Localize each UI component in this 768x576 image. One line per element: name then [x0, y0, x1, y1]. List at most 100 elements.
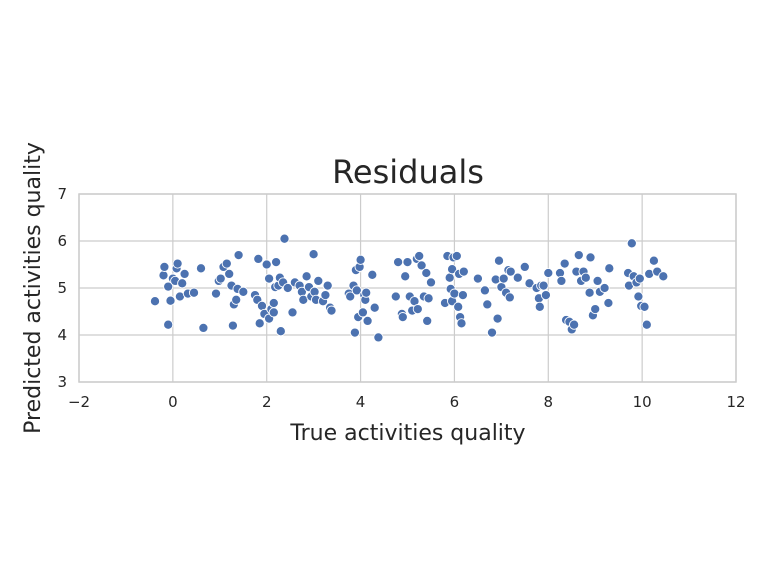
scatter-point — [351, 285, 362, 296]
scatter-point — [158, 270, 169, 281]
x-tick-label: 10 — [633, 393, 652, 411]
scatter-point — [584, 287, 595, 298]
scatter-point — [479, 285, 490, 296]
scatter-point — [282, 282, 293, 294]
scatter-point — [498, 273, 509, 284]
scatter-point — [271, 257, 282, 268]
chart-title: Residuals — [332, 153, 484, 191]
scatter-point — [233, 250, 244, 261]
scatter-point — [543, 267, 554, 279]
scatter-point — [599, 282, 610, 294]
scatter-point — [198, 322, 209, 333]
x-tick-label: 0 — [168, 393, 178, 411]
scatter-point — [634, 273, 645, 284]
x-tick-label: 8 — [544, 393, 554, 411]
scatter-point — [172, 258, 183, 269]
scatter-point — [349, 327, 360, 338]
scatter-point — [355, 254, 366, 265]
y-tick-label: 4 — [57, 326, 67, 344]
scatter-point — [322, 280, 333, 291]
scatter-point — [264, 273, 275, 284]
grid — [78, 193, 737, 383]
scatter-point — [373, 332, 384, 343]
x-tick-label: 6 — [450, 393, 460, 411]
scatter-point — [362, 315, 373, 326]
scatter-point — [505, 266, 516, 277]
scatter-point — [512, 272, 523, 283]
scatter-point — [215, 273, 226, 284]
scatter-point — [402, 257, 413, 268]
scatter-point — [472, 273, 483, 284]
scatter-point — [367, 269, 378, 280]
scatter-point — [451, 250, 462, 262]
scatter-point — [261, 259, 272, 270]
y-tick-label: 7 — [57, 185, 67, 203]
scatter-point — [603, 297, 614, 309]
scatter-point — [179, 268, 190, 279]
scatter-point — [275, 326, 286, 337]
scatter-point — [414, 250, 425, 262]
scatter-point — [569, 319, 580, 330]
scatter-point — [369, 302, 380, 313]
scatter-point — [357, 307, 368, 318]
scatter-point — [540, 290, 551, 301]
scatter-point — [163, 319, 174, 330]
scatter-point — [457, 290, 468, 301]
scatter-point — [400, 271, 411, 282]
scatter-point — [492, 313, 503, 324]
scatter-point — [149, 296, 161, 307]
x-tick-label: −2 — [68, 393, 90, 411]
y-tick-labels: 3 4 5 6 7 — [57, 185, 67, 391]
plot-frame — [78, 193, 737, 383]
scatter-point — [534, 301, 545, 312]
scatter-point — [412, 304, 423, 315]
scatter-point — [633, 291, 644, 302]
scatter-point — [165, 295, 176, 306]
scatter-point — [447, 264, 458, 275]
scatter-point — [301, 271, 312, 282]
scatter-point — [456, 318, 467, 329]
scatter-point — [425, 277, 437, 288]
scatter-point — [210, 288, 222, 299]
y-axis-label: Predicted activities quality — [21, 142, 46, 434]
scatter-point — [238, 286, 249, 297]
scatter-point — [393, 257, 404, 268]
scatter-point — [458, 266, 469, 277]
scatter-point — [486, 327, 498, 338]
scatter-point — [221, 258, 232, 269]
scatter-point — [326, 305, 337, 316]
scatter-point — [254, 318, 265, 329]
scatter-point — [227, 320, 238, 331]
y-tick-label: 5 — [57, 279, 67, 297]
scatter-point — [453, 301, 464, 312]
scatter-point — [519, 261, 530, 272]
scatter-point — [195, 263, 207, 274]
scatter-point — [313, 275, 324, 286]
scatter-point — [163, 281, 174, 292]
scatter-point — [559, 258, 570, 269]
scatter-point — [224, 268, 235, 279]
scatter-point — [573, 250, 584, 261]
scatter-point — [421, 267, 432, 279]
scatter-point — [626, 238, 637, 249]
x-axis-label: True activities quality — [289, 421, 525, 446]
scatter-point — [444, 272, 455, 283]
x-tick-label: 2 — [262, 393, 272, 411]
scatter-point — [231, 294, 242, 305]
scatter-point — [590, 304, 601, 315]
scatter-point — [580, 272, 591, 283]
scatter-points — [149, 233, 669, 343]
scatter-point — [188, 287, 200, 298]
scatter-point — [268, 297, 279, 309]
scatter-point — [592, 275, 603, 286]
scatter-point — [641, 319, 652, 330]
x-tick-label: 12 — [726, 393, 745, 411]
scatter-point — [422, 315, 433, 326]
y-tick-label: 6 — [57, 232, 67, 250]
scatter-point — [253, 253, 264, 264]
scatter-point — [423, 293, 434, 304]
scatter-point — [604, 263, 615, 274]
scatter-point — [658, 271, 669, 282]
scatter-point — [416, 260, 427, 271]
